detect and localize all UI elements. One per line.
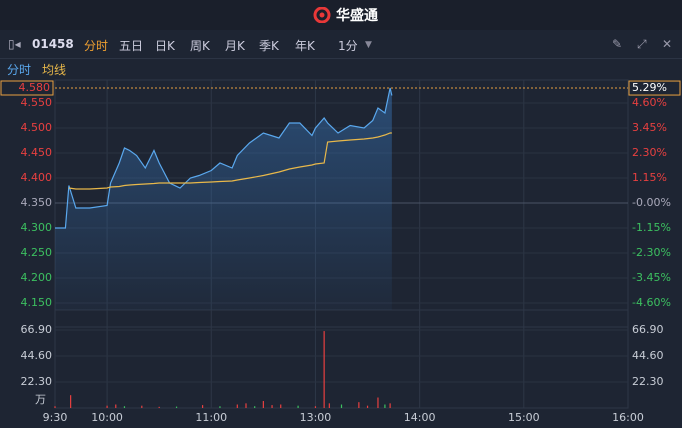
- volume-bar: [70, 395, 72, 408]
- y2-tick-label: -0.00%: [632, 196, 671, 209]
- y2-tick-label: -2.30%: [632, 246, 671, 259]
- volume-bar: [280, 404, 282, 408]
- volume-bar: [236, 404, 238, 408]
- volume-bar: [358, 402, 360, 408]
- volume-bar: [271, 405, 273, 408]
- y-tick-label: 22.30: [21, 375, 53, 388]
- legend: 分时 均线: [0, 58, 682, 78]
- x-tick-label: 9:30: [43, 411, 68, 424]
- volume-bar: [314, 406, 317, 408]
- fullscreen-icon[interactable]: ⤢: [637, 37, 647, 51]
- y2-tick-label: 2.30%: [632, 146, 667, 159]
- x-tick-label: 14:00: [404, 411, 436, 424]
- last-change-label: 5.29%: [632, 81, 667, 94]
- volume-bar: [115, 404, 117, 408]
- y-tick-label: 4.300: [21, 221, 53, 234]
- y-tick-label: 4.250: [21, 246, 53, 259]
- interval[interactable]: 1分: [338, 39, 358, 53]
- y-tick-label: 66.90: [21, 323, 53, 336]
- title-bar: 华盛通: [0, 0, 682, 30]
- y2-tick-label: 4.60%: [632, 96, 667, 109]
- y-tick-label: 4.150: [21, 296, 53, 309]
- volume-bar: [123, 406, 126, 408]
- y2-tick-label: -1.15%: [632, 221, 671, 234]
- price-area: [55, 88, 392, 310]
- tab[interactable]: 日K: [155, 39, 175, 53]
- tab[interactable]: 月K: [225, 39, 245, 53]
- tab[interactable]: 季K: [259, 39, 279, 53]
- y2-tick-label: 3.45%: [632, 121, 667, 134]
- volume-bar: [254, 406, 256, 408]
- close-icon[interactable]: ✕: [662, 37, 673, 51]
- y-tick-label: 4.450: [21, 146, 53, 159]
- volume-bar: [323, 331, 325, 408]
- edit-icon[interactable]: ✎: [612, 37, 623, 51]
- volume-bar: [175, 406, 178, 408]
- x-tick-label: 10:00: [91, 411, 123, 424]
- x-tick-label: 15:00: [508, 411, 540, 424]
- y-tick-label: 4.350: [21, 196, 53, 209]
- volume-bar: [201, 405, 204, 408]
- last-change-tag: [628, 80, 681, 96]
- tab[interactable]: 分时: [84, 39, 109, 53]
- volume-bar: [158, 406, 160, 408]
- logo-icon: [313, 7, 331, 23]
- volume-bar: [377, 397, 379, 408]
- volume-bar: [245, 403, 247, 408]
- dropdown-arrow[interactable]: ▼: [365, 40, 372, 50]
- y-tick-label: 66.90: [632, 323, 664, 336]
- last-price-tag: [0, 80, 54, 96]
- y2-tick-label: -3.45%: [632, 271, 671, 284]
- volume-bar: [366, 405, 369, 408]
- volume-bar: [389, 403, 391, 408]
- volume-bar: [340, 404, 343, 408]
- volume-frame: [54, 326, 629, 409]
- volume-bar: [297, 405, 299, 408]
- series-line: [68, 132, 392, 190]
- volume-bar: [384, 404, 386, 408]
- y-tick-label: 4.550: [21, 96, 53, 109]
- series-line: [55, 87, 393, 229]
- logo-text: 华盛通: [336, 8, 378, 24]
- volume-bar: [262, 401, 264, 408]
- logo: 华盛通: [312, 5, 378, 25]
- tab[interactable]: 五日: [119, 39, 144, 53]
- last-price-label: 4.580: [19, 81, 51, 94]
- x-tick-label: 13:00: [300, 411, 332, 424]
- y-tick-label: 4.400: [21, 171, 53, 184]
- volume-bar: [106, 405, 108, 408]
- x-tick-label: 16:00: [612, 411, 644, 424]
- collapse-icon[interactable]: ▯◂: [8, 37, 21, 51]
- y-tick-label: 44.60: [632, 349, 664, 362]
- y-tick-label: 4.200: [21, 271, 53, 284]
- y2-tick-label: 1.15%: [632, 171, 667, 184]
- legend-entry: 均线: [42, 63, 67, 77]
- y2-tick-label: -4.60%: [632, 296, 671, 309]
- tab[interactable]: 年K: [295, 39, 315, 53]
- y-tick-label: 44.60: [21, 349, 53, 362]
- tab[interactable]: 周K: [190, 39, 210, 53]
- toolbar: ▯◂ 01458 1分 ▼ ✎ ⤢ ✕ 分时 五日 日K 周K 月K 季K 年K: [0, 31, 682, 59]
- volume-bar: [219, 406, 221, 408]
- volume-bar: [141, 405, 143, 408]
- volume-bar: [328, 403, 330, 408]
- y-tick-label: 4.500: [21, 121, 53, 134]
- volume-unit: 万: [35, 393, 46, 406]
- x-tick-label: 11:00: [195, 411, 227, 424]
- volume-bar: [54, 406, 56, 408]
- y-tick-label: 22.30: [632, 375, 664, 388]
- symbol: 01458: [32, 37, 74, 51]
- legend-entry: 分时: [7, 63, 32, 77]
